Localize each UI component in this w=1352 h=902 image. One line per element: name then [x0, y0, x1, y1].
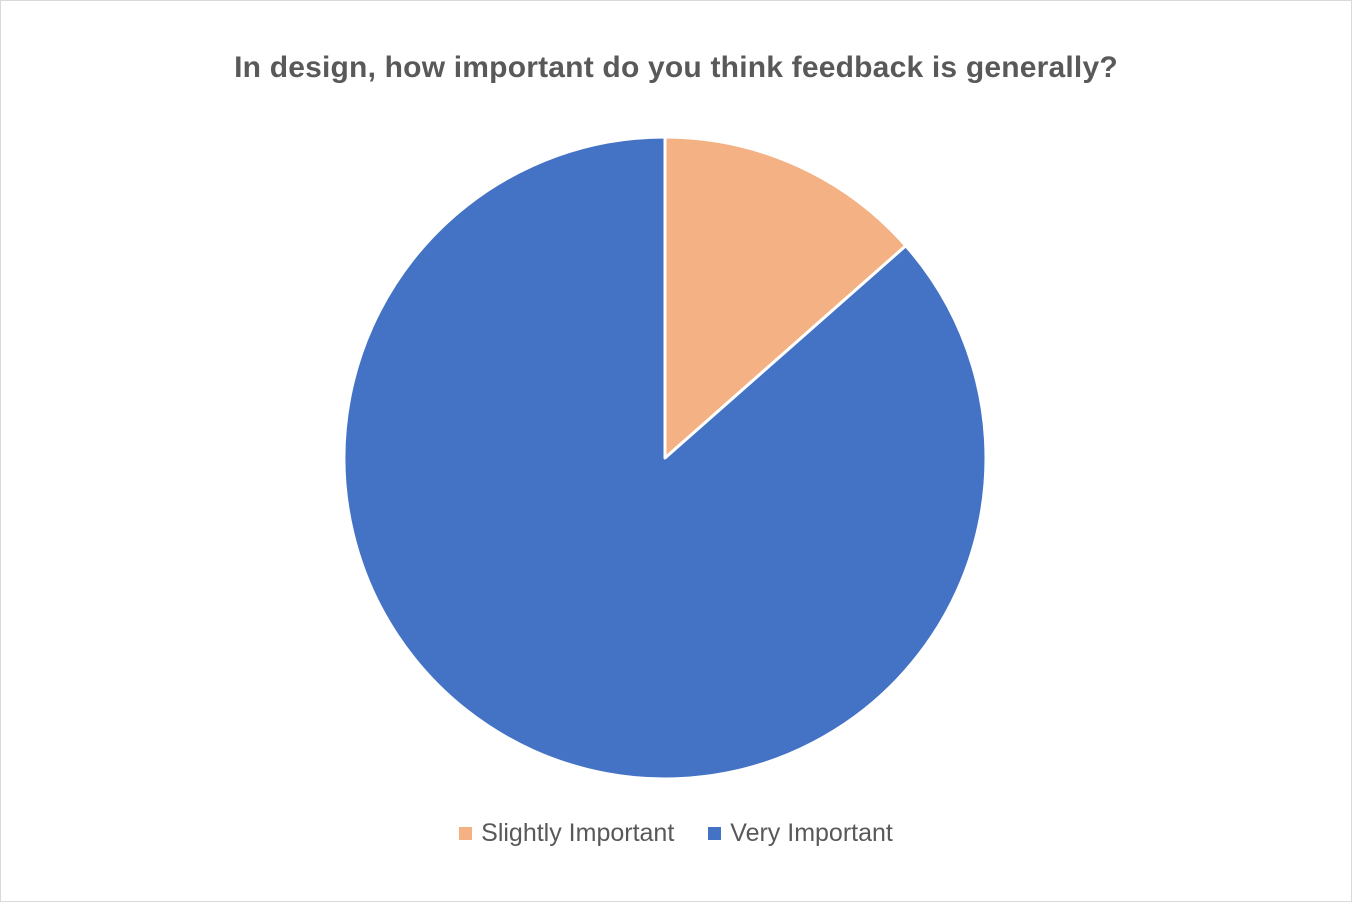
pie-slice-slightly-important: [663, 135, 908, 460]
pie-slices: [342, 135, 988, 781]
legend: Slightly Important Very Important: [1, 819, 1351, 848]
chart-title: In design, how important do you think fe…: [234, 51, 1118, 84]
legend-label-very-important: Very Important: [730, 819, 893, 847]
legend-label-slightly-important: Slightly Important: [481, 819, 675, 847]
legend-item-slightly-important: Slightly Important: [459, 819, 674, 848]
legend-swatch-very-important: [708, 827, 722, 840]
legend-item-very-important: Very Important: [708, 819, 893, 848]
pie-slice-very-important: [342, 135, 988, 781]
legend-swatch-slightly-important: [459, 827, 473, 840]
